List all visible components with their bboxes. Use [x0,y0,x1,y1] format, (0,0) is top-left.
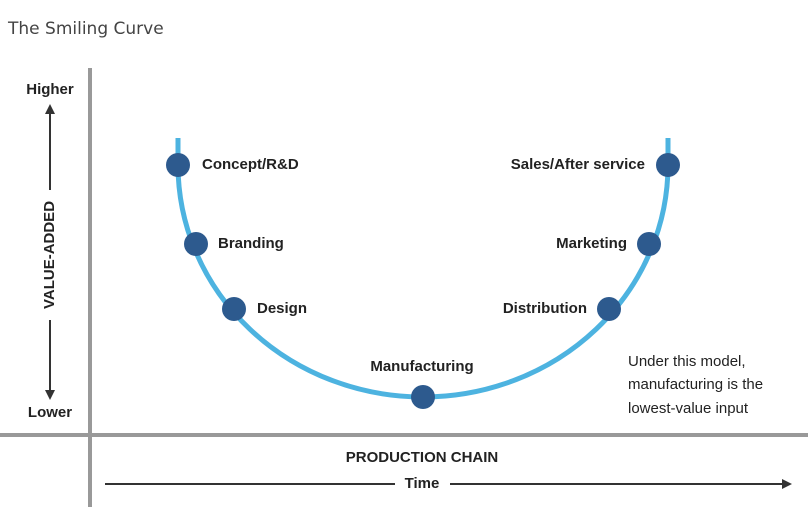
node-label: Branding [218,235,284,252]
note-line: manufacturing is the [628,376,763,393]
y-axis-label: VALUE-ADDED [41,201,58,309]
node-dot [656,153,680,177]
node-label: Marketing [556,235,627,252]
node-label: Concept/R&D [202,156,299,173]
note-line: Under this model, [628,353,746,370]
node-label: Distribution [503,300,587,317]
x-axis-label: PRODUCTION CHAIN [346,449,499,466]
node-label: Sales/After service [511,156,645,173]
node-dot [166,153,190,177]
node-dot [411,385,435,409]
note-line: lowest-value input [628,400,749,417]
node-label: Manufacturing [370,358,473,375]
x-axis-sublabel: Time [405,475,440,492]
y-bottom-label: Lower [28,404,72,421]
node-dot [184,232,208,256]
node-dot [637,232,661,256]
node-dot [597,297,621,321]
node-label: Design [257,300,307,317]
node-dot [222,297,246,321]
title: The Smiling Curve [7,19,164,39]
y-top-label: Higher [26,81,74,98]
